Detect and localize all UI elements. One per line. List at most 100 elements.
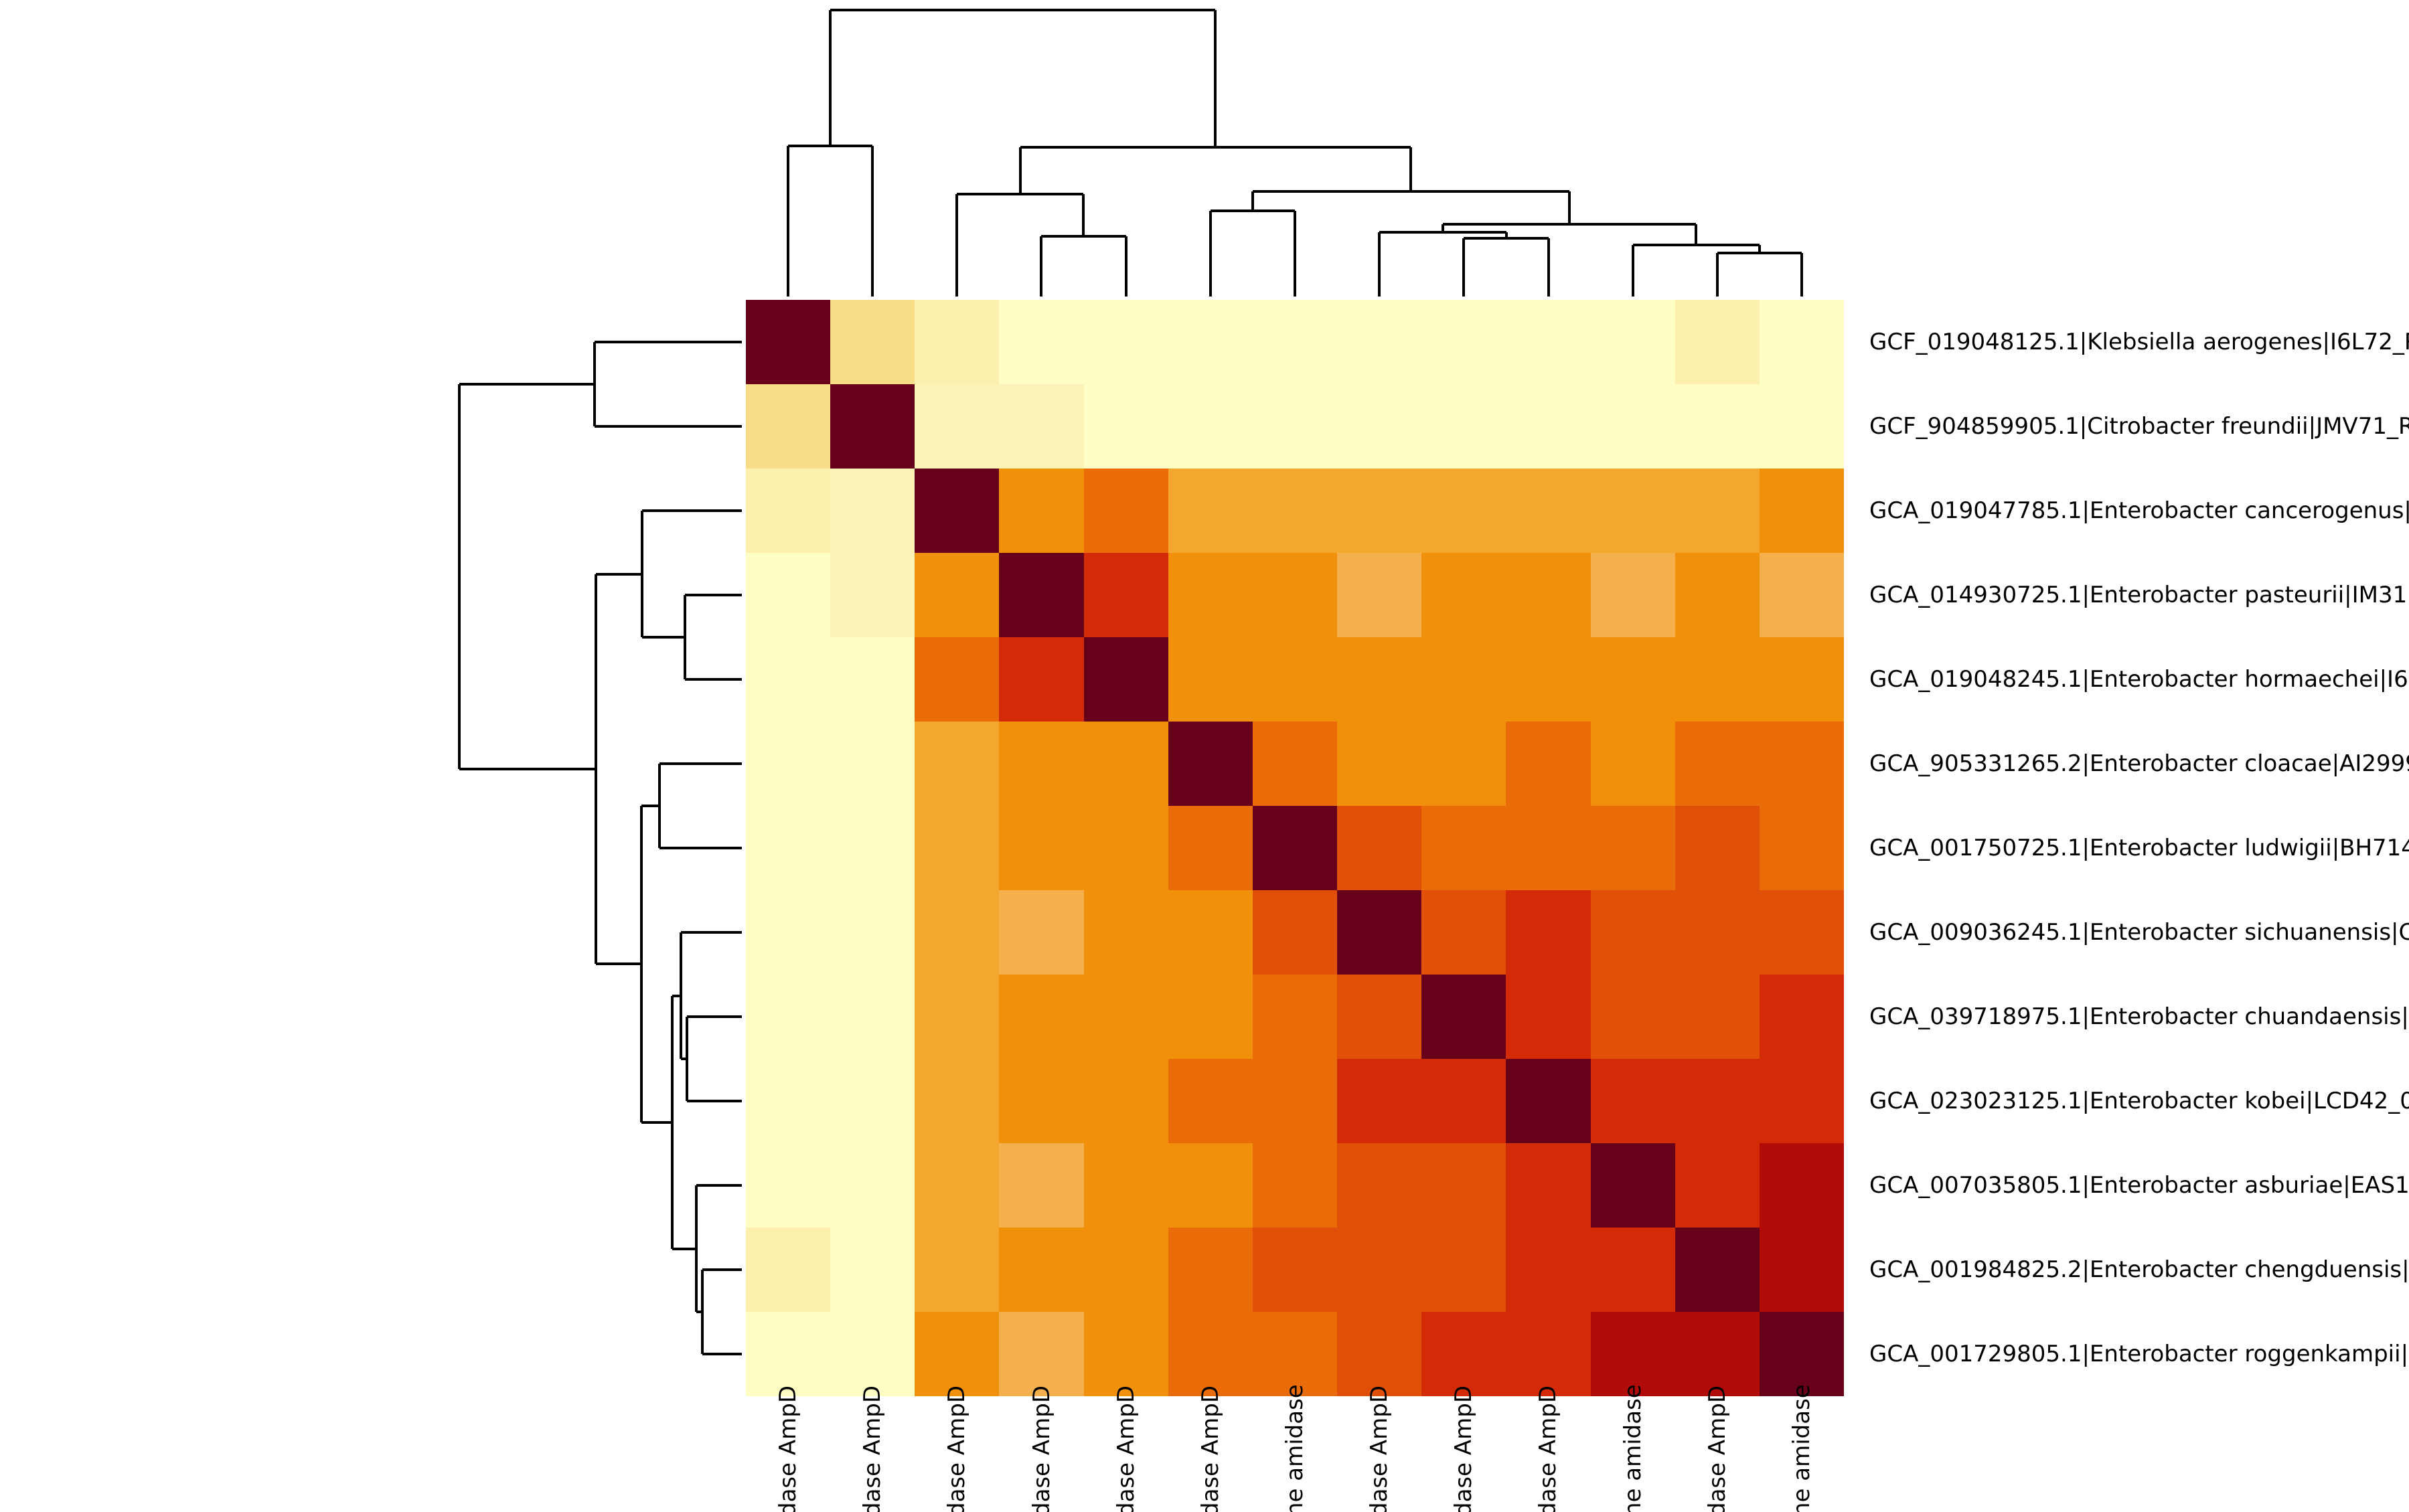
column-label: dase AmpD [1028,1385,1055,1512]
heatmap-cell [915,553,1000,637]
heatmap-cell [1337,1059,1422,1143]
heatmap-cell [1506,637,1591,722]
heatmap-cell [1675,722,1760,806]
heatmap-matrix [746,300,1844,1396]
heatmap-cell [746,1228,831,1312]
column-label: dase AmpD [1703,1385,1731,1512]
heatmap-cell [830,975,915,1059]
heatmap-cell [1590,1143,1675,1228]
heatmap-cell [1421,1059,1506,1143]
heatmap-cell [1675,384,1760,469]
heatmap-cell [1252,1143,1338,1228]
heatmap-cell [1675,637,1760,722]
heatmap-cell [830,637,915,722]
heatmap-cell [915,1143,1000,1228]
heatmap-cell [1337,637,1422,722]
heatmap-cell [746,975,831,1059]
heatmap-cell [915,300,1000,384]
heatmap-cell [1590,722,1675,806]
heatmap-cell [1675,469,1760,553]
heatmap-cell [1421,553,1506,637]
heatmap-cell [1083,1059,1168,1143]
heatmap-cell [1083,384,1168,469]
heatmap-cell [1168,975,1253,1059]
heatmap-cell [1675,975,1760,1059]
heatmap-cell [915,1059,1000,1143]
heatmap-cell [1337,469,1422,553]
heatmap-cell [1506,469,1591,553]
heatmap-cell [1083,722,1168,806]
heatmap-cell [1590,469,1675,553]
heatmap-cell [830,1143,915,1228]
row-label: GCF_904859905.1|Citrobacter freundii|JMV… [1869,413,2409,440]
heatmap-cell [746,637,831,722]
heatmap-cell [1337,553,1422,637]
heatmap-cell [1759,806,1844,890]
heatmap-cell [830,1312,915,1396]
heatmap-cell [1759,1059,1844,1143]
heatmap-cell [1252,553,1338,637]
heatmap-cell [830,890,915,975]
heatmap-cell [1337,1228,1422,1312]
column-label: ne amidase [1281,1384,1308,1512]
heatmap-cell [999,553,1084,637]
heatmap-cell [830,1059,915,1143]
heatmap-cell [1506,1059,1591,1143]
heatmap-cell [1168,1228,1253,1312]
heatmap-cell [1590,300,1675,384]
heatmap-cell [1590,553,1675,637]
heatmap-cell [746,553,831,637]
heatmap-cell [830,300,915,384]
heatmap-cell [1675,1143,1760,1228]
heatmap-cell [1083,975,1168,1059]
heatmap-cell [1083,300,1168,384]
heatmap-cell [1759,384,1844,469]
heatmap-cell [830,469,915,553]
heatmap-cell [1083,890,1168,975]
heatmap-cell [746,300,831,384]
heatmap-cell [1506,806,1591,890]
row-label: GCA_007035805.1|Enterobacter asburiae|EA… [1869,1172,2409,1199]
row-label: GCA_019047785.1|Enterobacter cancerogenu… [1869,497,2409,524]
row-label: GCA_019048245.1|Enterobacter hormaechei|… [1869,666,2409,693]
heatmap-cell [1252,469,1338,553]
heatmap-cell [1506,384,1591,469]
heatmap-cell [1252,806,1338,890]
heatmap-cell [830,553,915,637]
heatmap-cell [915,806,1000,890]
heatmap-cell [746,469,831,553]
left-dendrogram [458,341,742,1355]
heatmap-cell [1675,553,1760,637]
heatmap-cell [746,1059,831,1143]
heatmap-cell [1759,300,1844,384]
heatmap-cell [1675,1059,1760,1143]
heatmap-cell [1168,384,1253,469]
heatmap-cell [1337,1312,1422,1396]
heatmap-cell [1168,300,1253,384]
heatmap-cell [1083,469,1168,553]
heatmap-cell [999,1059,1084,1143]
heatmap-cell [1083,1143,1168,1228]
heatmap-cell [746,806,831,890]
row-label: GCA_905331265.2|Enterobacter cloacae|AI2… [1869,750,2409,777]
top-dendrogram [787,9,1803,297]
heatmap-cell [1168,890,1253,975]
heatmap-cell [915,384,1000,469]
column-label: dase AmpD [775,1385,802,1512]
heatmap-cell [746,890,831,975]
heatmap-cell [1421,1143,1506,1228]
heatmap-cell [1083,1312,1168,1396]
heatmap-cell [1421,637,1506,722]
heatmap-cell [1759,1228,1844,1312]
heatmap-cell [915,722,1000,806]
heatmap-cell [1252,300,1338,384]
heatmap-cell [746,722,831,806]
heatmap-cell [999,637,1084,722]
heatmap-cell [1337,806,1422,890]
column-label: dase AmpD [1196,1385,1224,1512]
heatmap-cell [999,469,1084,553]
column-label: ne amidase [1619,1384,1646,1512]
row-label: GCA_001750725.1|Enterobacter ludwigii|BH… [1869,835,2409,861]
heatmap-cell [1590,890,1675,975]
